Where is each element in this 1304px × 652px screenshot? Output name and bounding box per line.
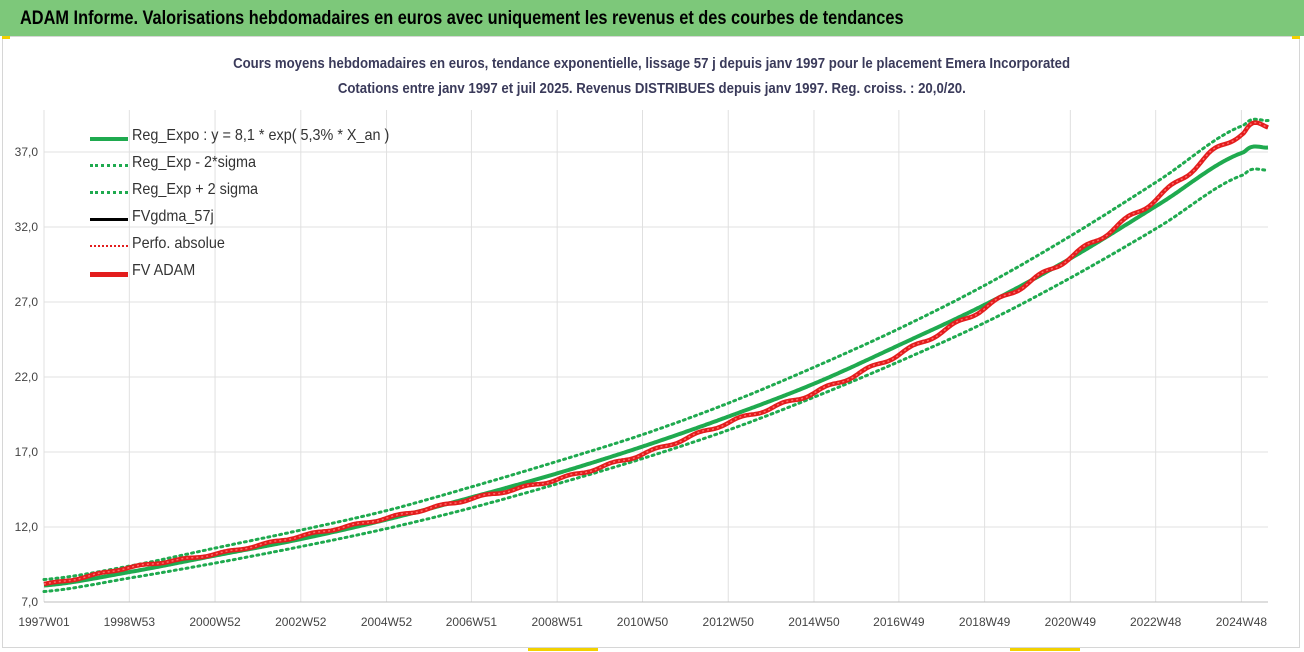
y-tick-label: 12,0 [15, 520, 39, 534]
report-title: ADAM Informe. Valorisations hebdomadaire… [20, 8, 904, 29]
x-tick-label: 2010W50 [617, 615, 669, 629]
legend-swatch [90, 191, 128, 194]
legend-swatch [90, 164, 128, 167]
legend-label: Reg_Exp - 2*sigma [132, 154, 257, 171]
series-lines [42, 117, 1270, 593]
series-perfo-absolue [43, 121, 1269, 585]
chart-subtitle: Cotations entre janv 1997 et juil 2025. … [3, 80, 1301, 97]
x-tick-label: 2024W48 [1216, 615, 1268, 629]
report-header: ADAM Informe. Valorisations hebdomadaire… [0, 0, 1304, 36]
chart-title-text: Cours moyens hebdomadaires en euros, ten… [233, 55, 1071, 72]
x-tick-label: 2002W52 [275, 615, 327, 629]
corner-marker [1292, 36, 1300, 39]
chart-subtitle-text: Cotations entre janv 1997 et juil 2025. … [338, 80, 966, 97]
legend-swatch [90, 245, 128, 247]
x-tick-label: 1997W01 [18, 615, 70, 629]
legend-label: Reg_Exp + 2 sigma [132, 181, 259, 198]
y-tick-label: 17,0 [15, 445, 39, 459]
x-tick-label: 2018W49 [959, 615, 1011, 629]
x-tick-label: 2008W51 [531, 615, 583, 629]
axes: 1997W01 1998W53 2000W52 2002W52 2004W52 2006W… [15, 145, 1268, 629]
y-tick-label: 7,0 [21, 595, 38, 609]
legend-label: Perfo. absolue [132, 235, 225, 252]
x-tick-label: 2012W50 [703, 615, 755, 629]
series-reg-exp-minus-2sigma [42, 167, 1270, 593]
series-reg-expo [43, 144, 1269, 588]
x-tick-label: 2014W50 [788, 615, 840, 629]
legend-swatch [90, 272, 128, 277]
x-tick-label: 2000W52 [189, 615, 241, 629]
bottom-marker [1010, 648, 1080, 651]
series-reg-exp-plus-2sigma [42, 117, 1270, 581]
chart-title: Cours moyens hebdomadaires en euros, ten… [3, 55, 1301, 72]
x-tick-label: 2006W51 [446, 615, 498, 629]
y-tick-label: 22,0 [15, 370, 39, 384]
legend-label: FV ADAM [132, 262, 196, 279]
x-tick-label: 1998W53 [104, 615, 156, 629]
x-tick-label: 2020W49 [1045, 615, 1097, 629]
bottom-marker [528, 648, 598, 651]
corner-marker [2, 36, 10, 39]
y-tick-label: 37,0 [15, 145, 39, 159]
y-tick-label: 32,0 [15, 220, 39, 234]
legend-label: Reg_Expo : y = 8,1 * exp( 5,3% * X_an ) [132, 127, 390, 144]
legend-swatch [90, 218, 128, 221]
y-tick-label: 27,0 [15, 295, 39, 309]
x-tick-label: 2004W52 [361, 615, 413, 629]
legend-swatch [90, 137, 128, 141]
chart-frame: Cours moyens hebdomadaires en euros, ten… [2, 36, 1300, 648]
x-tick-label: 2016W49 [873, 615, 925, 629]
x-tick-label: 2022W48 [1130, 615, 1182, 629]
legend-label: FVgdma_57j [132, 208, 214, 225]
